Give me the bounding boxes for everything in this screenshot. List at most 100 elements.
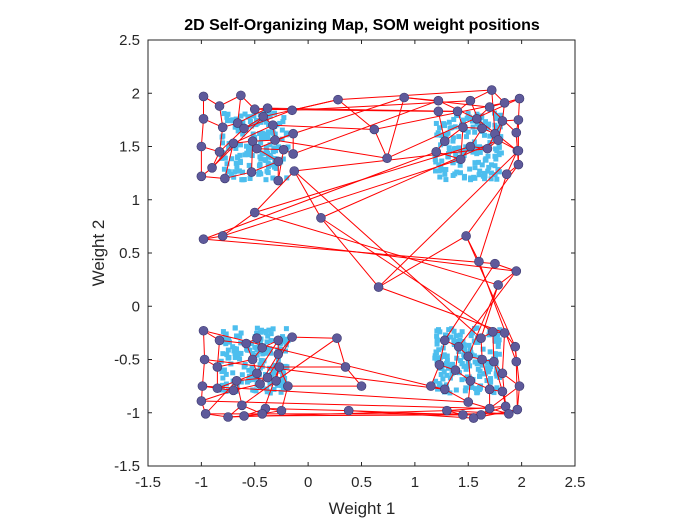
- input-point: [247, 148, 253, 154]
- y-axis-label: Weight 2: [89, 220, 108, 287]
- neuron-point: [511, 266, 522, 276]
- neighbor-link: [292, 336, 337, 339]
- neighbor-link: [274, 139, 388, 159]
- neuron-point: [497, 368, 508, 379]
- input-point: [452, 338, 458, 344]
- neuron-point: [288, 149, 298, 159]
- input-point: [475, 366, 481, 372]
- input-point: [230, 370, 236, 376]
- input-point: [436, 347, 442, 353]
- neuron-point: [458, 122, 468, 133]
- input-point: [264, 339, 270, 345]
- input-point: [450, 172, 456, 178]
- neighbor-link: [373, 129, 388, 159]
- neuron-point: [332, 333, 342, 344]
- input-point: [474, 325, 480, 331]
- input-point: [492, 163, 498, 169]
- input-point: [444, 362, 450, 368]
- input-point: [475, 389, 481, 395]
- input-point: [225, 118, 231, 124]
- input-point: [235, 154, 241, 160]
- input-point: [276, 144, 282, 150]
- input-point: [230, 117, 236, 123]
- input-point: [482, 176, 488, 182]
- input-point: [280, 334, 286, 340]
- input-point: [258, 135, 264, 141]
- input-point: [238, 379, 244, 385]
- input-point: [221, 166, 227, 172]
- input-point: [449, 361, 455, 367]
- input-point: [456, 134, 462, 140]
- input-point: [461, 175, 467, 181]
- input-point: [438, 142, 444, 148]
- neuron-point: [511, 127, 522, 138]
- input-point: [254, 325, 260, 331]
- input-point: [232, 351, 238, 357]
- input-point: [494, 368, 500, 374]
- neighbor-link: [378, 235, 467, 288]
- input-point: [240, 169, 246, 175]
- neighbor-link: [386, 97, 405, 159]
- neuron-point: [442, 405, 452, 416]
- input-point: [223, 381, 229, 387]
- neuron-point: [497, 116, 508, 126]
- input-point: [232, 169, 238, 175]
- input-point: [436, 327, 442, 333]
- input-point: [247, 176, 253, 182]
- neuron-point: [198, 91, 209, 102]
- neighbor-link: [337, 89, 492, 101]
- input-point: [256, 163, 262, 169]
- input-point: [253, 345, 259, 351]
- neuron-point: [287, 105, 297, 116]
- input-point: [450, 160, 456, 166]
- neuron-point: [273, 156, 284, 167]
- neighbor-link: [244, 414, 463, 417]
- neuron-point: [257, 409, 268, 419]
- input-point: [264, 147, 270, 153]
- input-point: [258, 140, 264, 146]
- neuron-point: [198, 114, 209, 124]
- neighbor-link: [320, 217, 379, 288]
- input-point: [220, 351, 226, 357]
- neuron-point: [262, 103, 273, 113]
- input-point: [263, 144, 269, 150]
- input-point: [219, 387, 225, 393]
- input-point: [492, 172, 498, 178]
- input-point: [280, 386, 286, 392]
- neighbor-link: [275, 337, 338, 382]
- input-point: [258, 329, 264, 335]
- neuron-point: [223, 412, 233, 422]
- input-point: [449, 371, 455, 377]
- neighbor-link: [478, 174, 508, 262]
- chart-title: 2D Self-Organizing Map, SOM weight posit…: [184, 17, 540, 34]
- input-point: [488, 176, 494, 182]
- input-point: [238, 113, 244, 119]
- input-point: [478, 383, 484, 389]
- input-point: [487, 140, 493, 146]
- input-point: [245, 347, 251, 353]
- input-point: [494, 373, 500, 379]
- input-point: [245, 114, 251, 120]
- input-point: [223, 371, 229, 377]
- neuron-point: [217, 231, 228, 241]
- input-point: [221, 339, 227, 345]
- neuron-point: [431, 147, 442, 157]
- neuron-point: [217, 122, 228, 133]
- y-tick-label: -0.5: [114, 352, 140, 369]
- neuron-point: [501, 169, 512, 179]
- neighbor-link: [203, 330, 432, 387]
- input-point: [272, 110, 278, 116]
- input-point: [270, 326, 276, 332]
- input-point: [283, 132, 289, 138]
- input-point: [461, 363, 467, 369]
- input-point: [280, 119, 286, 125]
- input-point: [279, 136, 285, 142]
- neuron-point: [453, 341, 464, 352]
- neuron-point: [439, 384, 450, 395]
- neuron-point: [273, 349, 284, 359]
- neuron-point: [493, 280, 503, 290]
- neuron-point: [247, 136, 258, 146]
- input-point: [448, 334, 454, 340]
- neuron-point: [433, 106, 444, 117]
- input-point: [495, 343, 501, 349]
